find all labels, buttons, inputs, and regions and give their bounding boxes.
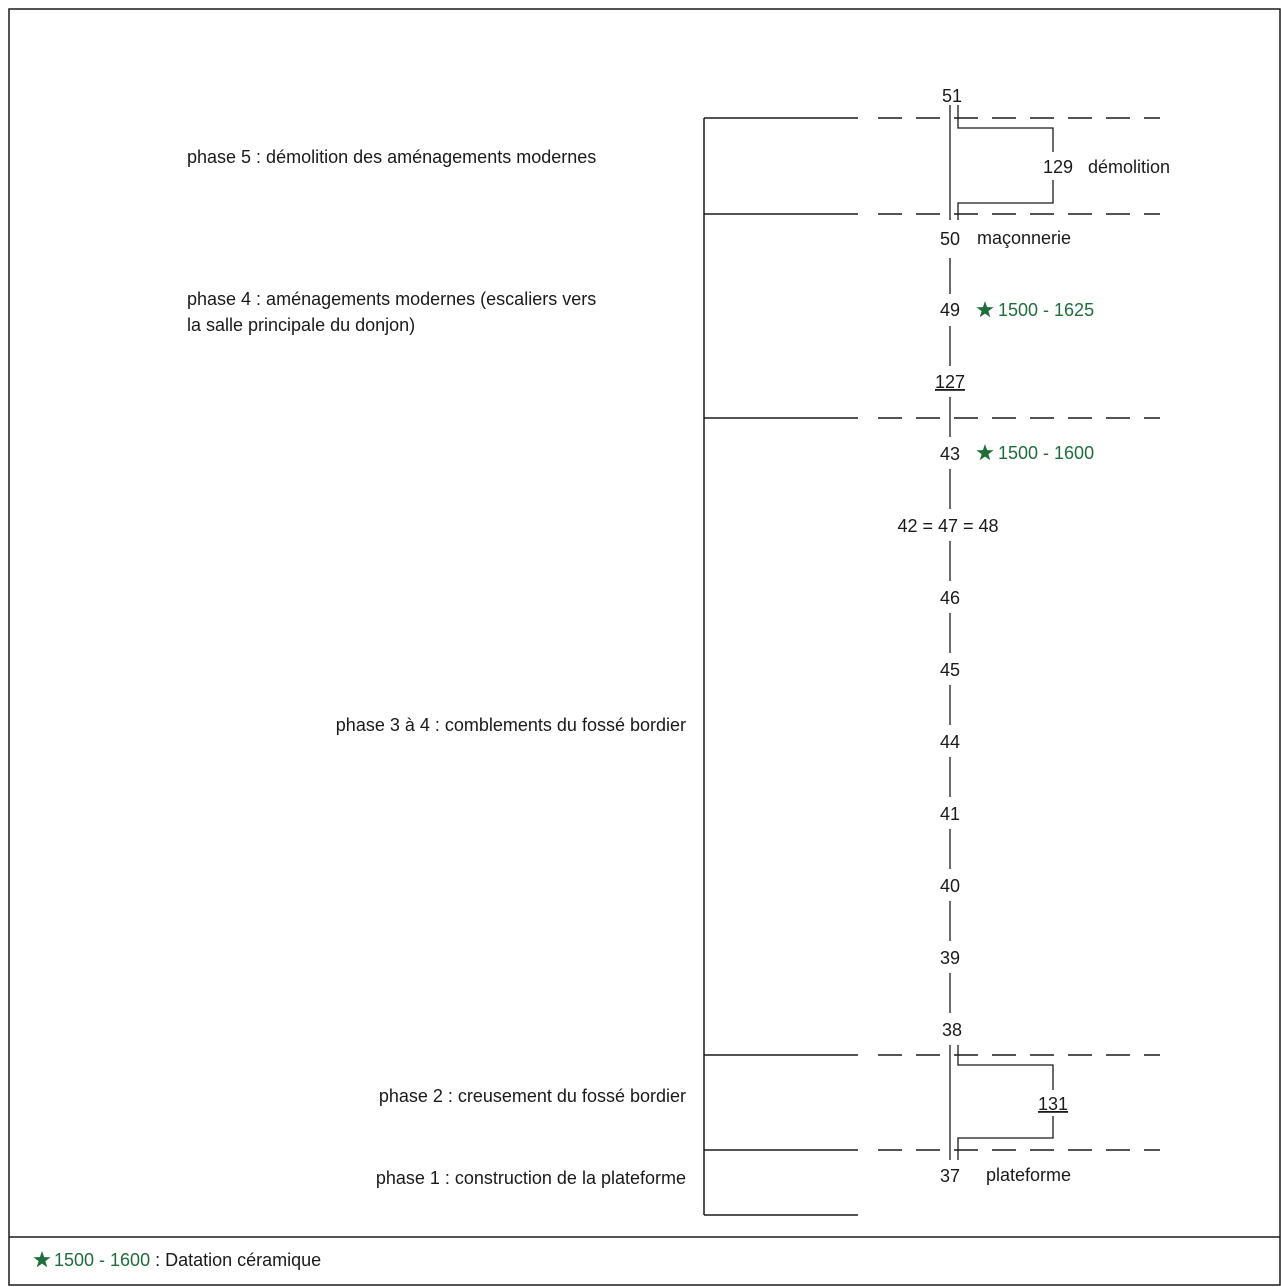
phase-boundaries: [878, 117, 1160, 1151]
unit-37-description: plateforme: [986, 1165, 1071, 1185]
phase1-label: phase 1 : construction de la plateforme: [376, 1168, 686, 1188]
svg-text:1500 - 1600 : Datation céramiq: 1500 - 1600 : Datation céramique: [54, 1250, 321, 1270]
unit-131: 131: [1038, 1094, 1068, 1114]
phase5-label: phase 5 : démolition des aménagements mo…: [187, 147, 596, 167]
unit-40: 40: [940, 876, 960, 896]
dating-49-value: 1500 - 1625: [998, 300, 1094, 320]
unit-129: 129: [1043, 157, 1073, 177]
unit-50-description: maçonnerie: [977, 228, 1071, 248]
unit-39: 39: [940, 948, 960, 968]
star-icon: [976, 301, 994, 318]
relation-bracket-129: [957, 105, 1054, 220]
unit-45: 45: [940, 660, 960, 680]
dating-43-value: 1500 - 1600: [998, 443, 1094, 463]
unit-42-47-48: 42 = 47 = 48: [897, 516, 998, 536]
unit-44: 44: [940, 732, 960, 752]
star-icon: [33, 1251, 51, 1268]
dating-49: 1500 - 1625: [976, 300, 1094, 320]
unit-41: 41: [940, 804, 960, 824]
phase3-label: phase 3 à 4 : comblements du fossé bordi…: [336, 715, 686, 735]
star-icon: [976, 444, 994, 461]
phase2-label: phase 2 : creusement du fossé bordier: [379, 1086, 686, 1106]
phase-labels: phase 5 : démolition des aménagements mo…: [187, 147, 686, 1188]
unit-labels: 51 129 démolition 50 maçonnerie 49 127 4…: [897, 86, 1170, 1186]
legend-separator: :: [150, 1250, 165, 1270]
unit-51: 51: [942, 86, 962, 106]
relation-bracket-131: [957, 1045, 1054, 1160]
unit-50: 50: [940, 229, 960, 249]
unit-46: 46: [940, 588, 960, 608]
legend: 1500 - 1600 : Datation céramique: [33, 1250, 321, 1270]
phase-bracket: [703, 117, 858, 1216]
unit-127: 127: [935, 372, 965, 392]
unit-49: 49: [940, 300, 960, 320]
dating-43: 1500 - 1600: [976, 443, 1094, 463]
phase4-label-line1: phase 4 : aménagements modernes (escalie…: [187, 289, 596, 309]
legend-dating: 1500 - 1600: [54, 1250, 150, 1270]
unit-37: 37: [940, 1166, 960, 1186]
unit-38: 38: [942, 1020, 962, 1040]
unit-129-description: démolition: [1088, 157, 1170, 177]
legend-text: Datation céramique: [165, 1250, 321, 1270]
unit-43: 43: [940, 444, 960, 464]
diagram-border: [8, 8, 1281, 1286]
phase4-label-line2: la salle principale du donjon): [187, 315, 415, 335]
